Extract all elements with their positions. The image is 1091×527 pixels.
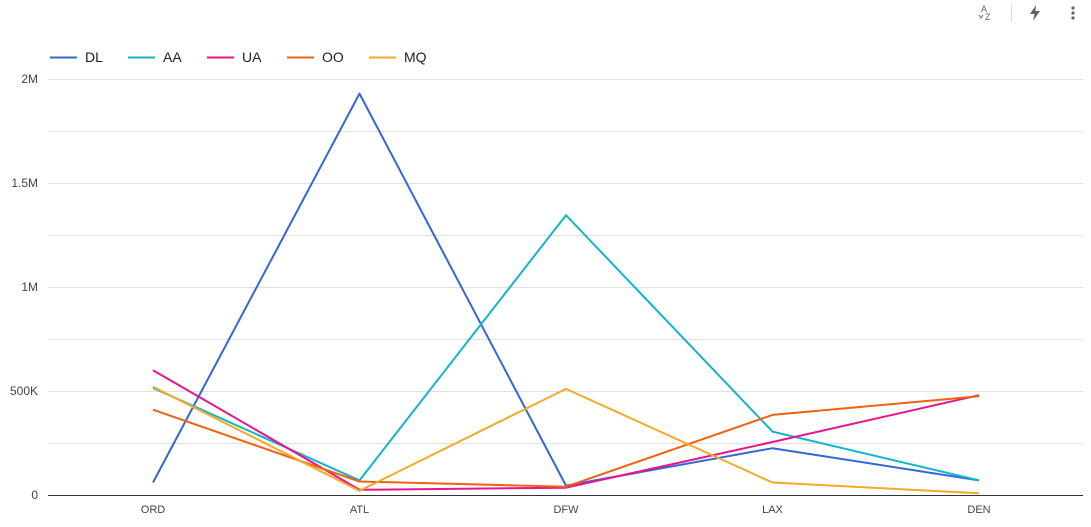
lightning-icon <box>1030 5 1040 21</box>
legend-item-dl[interactable]: DL <box>50 49 103 65</box>
series-line-mq[interactable] <box>152 385 980 495</box>
y-tick-label: 0 <box>31 488 38 502</box>
more-vert-icon <box>1071 6 1075 20</box>
lightning-button[interactable] <box>1023 2 1047 24</box>
legend-label: OO <box>322 49 344 65</box>
x-tick-label: ATL <box>350 504 369 516</box>
series-lines <box>152 92 980 495</box>
chart-toolbar: A Z <box>978 0 1091 26</box>
series-dl[interactable] <box>152 92 980 487</box>
y-tick-label: 1M <box>21 280 38 294</box>
x-tick-label: DFW <box>553 504 579 516</box>
sort-az-bottom-letter: Z <box>985 12 991 22</box>
series-aa[interactable] <box>152 214 980 482</box>
y-tick-label: 2M <box>21 72 38 86</box>
legend-label: MQ <box>404 49 427 65</box>
y-axis-ticks: 0 500K 1M 1.5M 2M <box>10 72 38 502</box>
legend-item-ua[interactable]: UA <box>207 49 262 65</box>
legend-label: AA <box>163 49 182 65</box>
legend-item-mq[interactable]: MQ <box>369 49 427 65</box>
x-axis-ticks: ORD ATL DFW LAX DEN <box>141 504 991 516</box>
y-tick-label: 500K <box>10 384 38 398</box>
more-menu-button[interactable] <box>1065 2 1081 24</box>
sort-az-button[interactable]: A Z <box>974 2 998 24</box>
series-line-dl[interactable] <box>152 92 980 487</box>
series-line-aa[interactable] <box>152 214 980 482</box>
legend: DL AA UA OO MQ <box>50 49 427 65</box>
series-oo[interactable] <box>152 395 980 488</box>
toolbar-divider <box>1011 4 1012 22</box>
legend-item-oo[interactable]: OO <box>287 49 344 65</box>
sort-az-top-letter: A <box>981 4 987 14</box>
series-mq[interactable] <box>152 385 980 495</box>
legend-label: DL <box>85 49 103 65</box>
sort-az-icon: A Z <box>978 4 991 22</box>
series-line-oo[interactable] <box>152 395 980 488</box>
x-tick-label: LAX <box>762 504 783 516</box>
legend-label: UA <box>242 49 262 65</box>
gridlines <box>48 79 1083 496</box>
x-tick-label: ORD <box>141 504 166 516</box>
legend-item-aa[interactable]: AA <box>128 49 182 65</box>
y-tick-label: 1.5M <box>11 176 38 190</box>
x-tick-label: DEN <box>967 504 990 516</box>
